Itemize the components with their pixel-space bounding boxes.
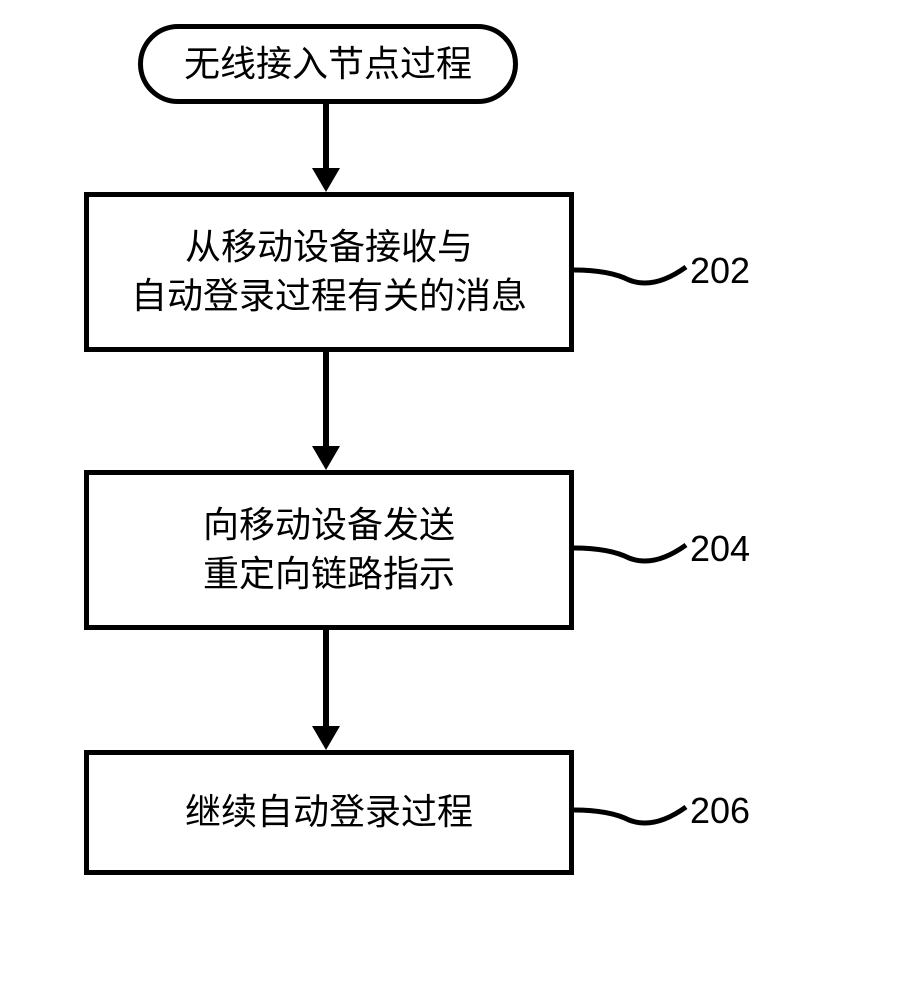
step-2-text: 向移动设备发送 重定向链路指示 xyxy=(203,501,455,598)
label-204: 204 xyxy=(690,528,750,570)
label-206-text: 206 xyxy=(690,790,750,831)
arrow-1-shaft xyxy=(323,352,329,446)
step-3-text: 继续自动登录过程 xyxy=(185,788,473,837)
arrow-0-shaft xyxy=(323,104,329,168)
start-node: 无线接入节点过程 xyxy=(138,24,518,104)
step-2-line2: 重定向链路指示 xyxy=(203,550,455,599)
label-206: 206 xyxy=(690,790,750,832)
step-3-node: 继续自动登录过程 xyxy=(84,750,574,875)
arrow-0-head xyxy=(312,168,340,192)
label-202-text: 202 xyxy=(690,250,750,291)
step-2-node: 向移动设备发送 重定向链路指示 xyxy=(84,470,574,630)
step-2-line1: 向移动设备发送 xyxy=(203,501,455,550)
label-202: 202 xyxy=(690,250,750,292)
step-1-text: 从移动设备接收与 自动登录过程有关的消息 xyxy=(131,223,527,320)
arrow-2-shaft xyxy=(323,630,329,726)
step-1-line2: 自动登录过程有关的消息 xyxy=(131,272,527,321)
step-1-node: 从移动设备接收与 自动登录过程有关的消息 xyxy=(84,192,574,352)
flowchart-container: 无线接入节点过程 从移动设备接收与 自动登录过程有关的消息 202 向移动设备发… xyxy=(0,0,902,1000)
start-node-text: 无线接入节点过程 xyxy=(184,40,472,89)
step-1-line1: 从移动设备接收与 xyxy=(131,223,527,272)
arrow-1-head xyxy=(312,446,340,470)
label-204-text: 204 xyxy=(690,528,750,569)
arrow-2-head xyxy=(312,726,340,750)
